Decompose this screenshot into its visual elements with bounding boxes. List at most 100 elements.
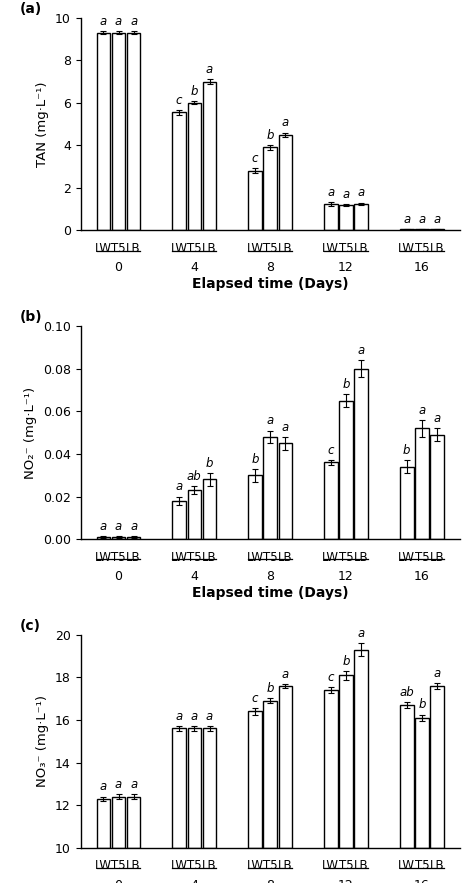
- Bar: [112, 796, 125, 848]
- Text: c: c: [252, 692, 258, 706]
- Text: T5: T5: [415, 551, 429, 563]
- Bar: [355, 204, 368, 230]
- Text: a: a: [115, 15, 122, 28]
- Text: LB: LB: [127, 859, 141, 872]
- Text: LB: LB: [278, 242, 292, 255]
- Text: Elapsed time (Days): Elapsed time (Days): [192, 586, 348, 600]
- Bar: [415, 718, 428, 848]
- Text: a: a: [100, 15, 107, 28]
- Text: 4: 4: [191, 261, 198, 275]
- Bar: [324, 691, 337, 848]
- Text: c: c: [328, 444, 334, 457]
- Bar: [97, 537, 110, 540]
- Text: a: a: [175, 480, 183, 494]
- Bar: [188, 728, 201, 848]
- Text: b: b: [342, 655, 350, 668]
- Text: T5: T5: [263, 551, 277, 563]
- Text: ab: ab: [187, 470, 202, 483]
- Bar: [188, 490, 201, 540]
- Bar: [97, 799, 110, 848]
- Text: 12: 12: [338, 879, 354, 883]
- Bar: [279, 135, 292, 230]
- Bar: [127, 33, 140, 230]
- Text: a: a: [206, 710, 213, 723]
- Y-axis label: NO₃⁻ (mg·L⁻¹): NO₃⁻ (mg·L⁻¹): [36, 695, 49, 788]
- Text: LB: LB: [354, 859, 368, 872]
- Text: 4: 4: [191, 570, 198, 583]
- Text: LW: LW: [171, 551, 188, 563]
- Text: LB: LB: [202, 859, 217, 872]
- Text: b: b: [342, 378, 350, 391]
- Bar: [415, 428, 428, 540]
- Text: T5: T5: [263, 859, 277, 872]
- Text: b: b: [266, 129, 274, 142]
- Text: T5: T5: [111, 242, 126, 255]
- Bar: [339, 401, 353, 540]
- Text: 16: 16: [414, 261, 430, 275]
- Text: a: a: [191, 710, 198, 723]
- Bar: [203, 479, 216, 540]
- Bar: [248, 712, 262, 848]
- Text: c: c: [176, 94, 182, 107]
- Text: a: a: [342, 188, 350, 200]
- Bar: [112, 33, 125, 230]
- Text: LW: LW: [322, 551, 339, 563]
- Text: a: a: [357, 627, 365, 640]
- Text: c: c: [328, 671, 334, 683]
- Bar: [248, 475, 262, 540]
- Bar: [188, 102, 201, 230]
- Bar: [430, 434, 444, 540]
- Text: LB: LB: [430, 551, 444, 563]
- Text: Elapsed time (Days): Elapsed time (Days): [192, 277, 348, 291]
- Bar: [203, 728, 216, 848]
- Text: b: b: [251, 453, 259, 465]
- Text: LW: LW: [95, 242, 112, 255]
- Text: a: a: [357, 186, 365, 200]
- Text: T5: T5: [339, 551, 353, 563]
- Text: LW: LW: [398, 551, 415, 563]
- Text: LB: LB: [430, 859, 444, 872]
- Text: (a): (a): [20, 2, 42, 16]
- Text: a: a: [130, 778, 137, 791]
- Bar: [355, 650, 368, 848]
- Text: 16: 16: [414, 879, 430, 883]
- Bar: [127, 537, 140, 540]
- Text: (b): (b): [20, 310, 43, 324]
- Text: LB: LB: [278, 551, 292, 563]
- Text: a: a: [266, 414, 274, 427]
- Bar: [339, 675, 353, 848]
- Text: 0: 0: [115, 879, 122, 883]
- Text: a: a: [130, 15, 137, 28]
- Text: LW: LW: [246, 551, 264, 563]
- Text: LB: LB: [354, 242, 368, 255]
- Text: b: b: [206, 457, 213, 470]
- Text: a: a: [418, 213, 426, 226]
- Bar: [264, 147, 277, 230]
- Bar: [279, 443, 292, 540]
- Text: (c): (c): [20, 619, 41, 633]
- Text: a: a: [282, 420, 289, 434]
- Text: T5: T5: [111, 551, 126, 563]
- Text: c: c: [252, 152, 258, 165]
- Text: 0: 0: [115, 261, 122, 275]
- Text: 0: 0: [115, 570, 122, 583]
- Bar: [173, 112, 186, 230]
- Text: LW: LW: [95, 859, 112, 872]
- Bar: [127, 796, 140, 848]
- Text: LW: LW: [246, 859, 264, 872]
- Text: a: a: [130, 520, 137, 532]
- Bar: [355, 369, 368, 540]
- Text: a: a: [115, 778, 122, 791]
- Text: b: b: [418, 698, 426, 712]
- Bar: [248, 171, 262, 230]
- Bar: [173, 501, 186, 540]
- Text: a: a: [100, 781, 107, 794]
- Text: 8: 8: [266, 570, 274, 583]
- Text: T5: T5: [415, 859, 429, 872]
- Text: a: a: [206, 64, 213, 76]
- Text: 8: 8: [266, 261, 274, 275]
- Bar: [400, 706, 413, 848]
- Text: LB: LB: [278, 859, 292, 872]
- Text: T5: T5: [187, 551, 201, 563]
- Text: LB: LB: [127, 242, 141, 255]
